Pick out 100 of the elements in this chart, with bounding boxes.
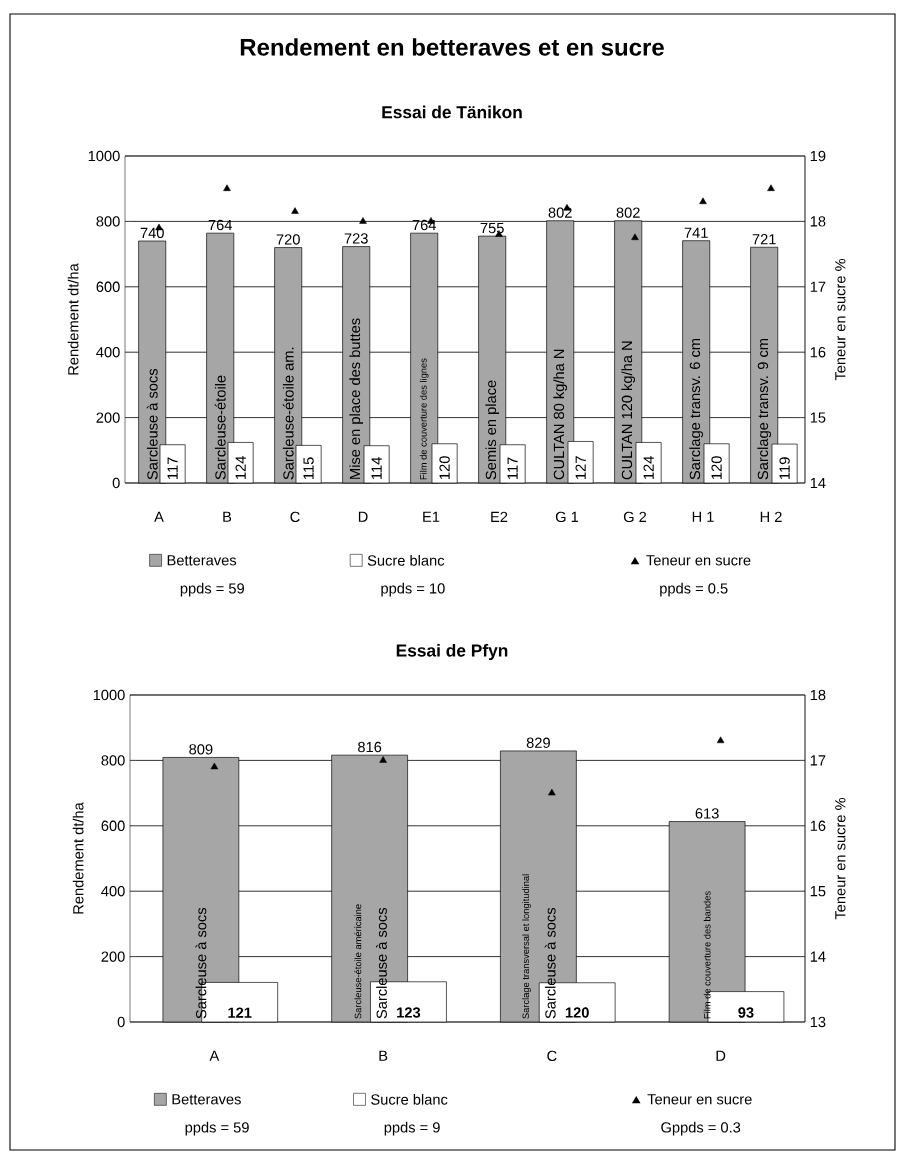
- data-label: 723: [344, 233, 368, 244]
- chart-title: Essai de Pfyn: [396, 643, 508, 661]
- chart-subtitle: Essai de Tänikon: [382, 105, 522, 119]
- x-tick-label: B: [223, 511, 232, 522]
- annotation: CULTAN 80 kg/ha N: [553, 349, 568, 480]
- y-tick-label: 800: [96, 216, 120, 227]
- legend-label: Teneur en sucre: [647, 1094, 752, 1105]
- annotation: Sarcleuse à socs: [146, 368, 158, 480]
- point: [223, 184, 231, 191]
- data-label: 117: [167, 457, 178, 479]
- data-label: 119: [779, 457, 790, 479]
- annotation: Sarclage transv. 6 cm: [689, 338, 704, 480]
- point: [716, 736, 725, 744]
- text: ppds = 9: [384, 1121, 440, 1136]
- data-label: 809: [189, 744, 213, 755]
- y2-tick-label: 18: [810, 216, 826, 227]
- point: [699, 197, 707, 205]
- chart-title: Rendement en betteraves et en sucre: [240, 38, 664, 56]
- y2-tick-label: 14: [810, 477, 826, 489]
- point: [631, 233, 639, 241]
- y-tick-label: 600: [96, 281, 120, 292]
- data-label: 117: [507, 457, 518, 479]
- text: ppds = 59: [180, 582, 244, 597]
- x-tick-label: B: [379, 1050, 388, 1061]
- y-tick-label: 0: [117, 1016, 125, 1028]
- annotation: Sarcleuse-étoile: [214, 375, 226, 480]
- annotation: Sarcleuse à socs: [375, 907, 387, 1019]
- legend-label: Betteraves: [172, 1094, 241, 1105]
- annotation: Sarcleuse à socs: [544, 907, 556, 1019]
- data-label: 816: [358, 741, 382, 753]
- annotation: CULTAN 120 kg/ha N: [621, 341, 636, 480]
- data-label: 123: [397, 1007, 421, 1018]
- point: [548, 788, 556, 796]
- x-tick-label: E1: [423, 511, 440, 522]
- y-tick-label: 800: [101, 755, 125, 766]
- y2-tick-label: 17: [810, 755, 826, 766]
- data-label: 115: [303, 457, 314, 479]
- annotation: Sarcleuse-étoile am.: [282, 347, 294, 480]
- annotation: Film de couverture des lignes: [419, 358, 429, 480]
- y2-tick-label: 16: [810, 347, 826, 358]
- legend-label: Sucre blanc: [371, 1093, 448, 1105]
- point: [210, 762, 219, 770]
- data-label: 120: [711, 456, 722, 479]
- data-label: 741: [684, 227, 708, 238]
- data-label: 755: [480, 222, 504, 234]
- y-tick-label: 1000: [88, 150, 120, 162]
- x-tick-label: H 2: [760, 511, 782, 522]
- data-label: 124: [643, 456, 654, 479]
- data-label: 802: [616, 207, 640, 218]
- annotation: Sarcleuse-étoile américaine: [354, 904, 362, 1019]
- x-tick-label: C: [547, 1050, 557, 1062]
- y2-tick-label: 15: [810, 886, 826, 897]
- text: ppds = 0.5: [660, 582, 728, 597]
- annotation: Film de couverture des bandes: [703, 891, 711, 1019]
- data-label: 124: [235, 456, 246, 479]
- data-label: 120: [439, 456, 450, 479]
- x-tick-label: D: [358, 511, 368, 522]
- x-tick-label: A: [209, 1050, 220, 1061]
- annotation: Sarclage transv. 9 cm: [757, 338, 772, 480]
- point: [291, 207, 299, 214]
- x-tick-label: D: [716, 1050, 726, 1061]
- data-label: 613: [695, 808, 719, 819]
- x-tick-label: G 1: [555, 511, 579, 523]
- legend-label: Teneur en sucre: [646, 555, 751, 566]
- data-label: 829: [526, 737, 550, 748]
- x-tick-label: A: [154, 511, 164, 522]
- y2-tick-label: 13: [810, 1016, 826, 1028]
- y-tick-label: 0: [112, 477, 120, 489]
- y2-axis-title: Teneur en sucre %: [835, 258, 846, 381]
- text: ppds = 10: [381, 582, 445, 597]
- x-tick-label: C: [290, 511, 300, 523]
- data-label: 127: [575, 456, 586, 479]
- x-tick-label: E2: [491, 511, 508, 522]
- data-label: 720: [276, 234, 300, 245]
- point: [379, 756, 387, 763]
- data-label: 121: [228, 1007, 252, 1018]
- data-label: 721: [752, 234, 776, 245]
- y-tick-label: 600: [101, 820, 125, 831]
- data-label: 120: [565, 1007, 589, 1018]
- annotation: Sarcleuse à socs: [195, 907, 207, 1019]
- y-tick-label: 400: [101, 886, 125, 897]
- data-label: 764: [412, 219, 436, 231]
- y-tick-label: 400: [96, 347, 120, 358]
- y2-tick-label: 15: [810, 412, 826, 423]
- y-tick-label: 200: [101, 951, 125, 962]
- legend-label: Sucre blanc: [367, 554, 445, 566]
- y-axis-title: Rendement dt/ha: [72, 802, 84, 914]
- x-tick-label: G 2: [623, 511, 647, 523]
- y-tick-label: 200: [96, 412, 120, 423]
- x-tick-label: H 1: [692, 511, 714, 522]
- text: Gppds = 0.3: [661, 1121, 741, 1136]
- y2-tick-label: 18: [810, 689, 826, 701]
- annotation: Semis en place: [485, 380, 500, 480]
- y2-tick-label: 14: [810, 951, 826, 962]
- y2-tick-label: 19: [810, 150, 826, 162]
- point: [359, 217, 367, 224]
- data-label: 764: [208, 219, 232, 231]
- annotation: Sarclage transversal et longitudinal: [522, 874, 531, 1019]
- point: [767, 184, 775, 191]
- annotation: Mise en place des buttes: [349, 318, 364, 479]
